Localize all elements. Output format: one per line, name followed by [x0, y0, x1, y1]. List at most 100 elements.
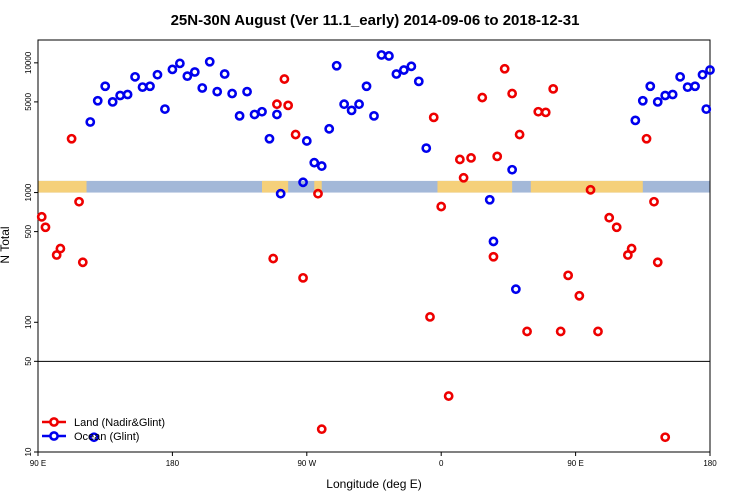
y-tick-label: 500 — [24, 224, 33, 238]
land-point — [514, 129, 525, 140]
ocean-point — [174, 58, 185, 69]
ocean-point — [272, 109, 282, 120]
ocean-point — [630, 115, 641, 126]
land-point — [585, 184, 596, 195]
land-point — [499, 63, 510, 74]
x-tick-label: 90 E — [567, 459, 583, 468]
land-point — [574, 290, 585, 301]
ocean-point — [701, 104, 712, 114]
land-point — [466, 153, 476, 163]
land-band — [314, 180, 322, 193]
ocean-point — [510, 284, 521, 295]
land-point — [626, 243, 637, 254]
ocean-point — [369, 110, 379, 121]
ocean-point — [249, 109, 260, 120]
ocean-point — [637, 95, 648, 106]
land-band — [262, 180, 289, 193]
land-point — [316, 424, 327, 435]
land-point — [425, 312, 435, 322]
ocean-point — [346, 105, 357, 116]
chart-title: 25N-30N August (Ver 11.1_early) 2014-09-… — [171, 12, 580, 29]
ocean-point — [115, 90, 126, 101]
x-tick-label: 180 — [166, 459, 180, 468]
ocean-point — [234, 110, 245, 121]
land-point — [74, 196, 84, 207]
x-tick-label: 0 — [439, 459, 444, 468]
ocean-point — [89, 432, 99, 443]
y-tick-label: 100 — [24, 315, 33, 329]
x-axis-label: Longitude (deg E) — [326, 477, 421, 491]
ocean-point — [697, 69, 708, 80]
surface-band — [38, 180, 710, 193]
ocean-point — [152, 69, 163, 80]
ocean-point — [137, 82, 148, 93]
ocean-point — [705, 65, 715, 75]
data-points — [36, 50, 715, 443]
ocean-point — [391, 69, 402, 79]
land-point — [555, 326, 566, 337]
x-tick-label: 90 E — [30, 459, 46, 468]
legend-marker-land — [49, 417, 59, 427]
legend-label-ocean: Ocean (Glint) — [74, 431, 139, 443]
ocean-point — [167, 64, 178, 75]
ocean-point — [275, 188, 286, 199]
land-point — [268, 253, 279, 264]
ocean-point — [85, 117, 96, 127]
ocean-point — [301, 136, 312, 146]
ocean-point — [324, 123, 335, 134]
ocean-point — [376, 50, 387, 60]
ocean-point — [204, 56, 215, 67]
ocean-point — [484, 194, 495, 205]
ocean-point — [227, 88, 238, 99]
ocean-point — [100, 81, 111, 92]
land-point — [428, 112, 439, 123]
land-point — [443, 391, 454, 401]
ocean-point — [507, 164, 518, 175]
land-point — [641, 133, 652, 144]
ocean-point — [122, 89, 133, 100]
land-point — [604, 212, 615, 223]
ocean-point — [488, 236, 499, 247]
land-point — [272, 99, 282, 110]
land-point — [533, 106, 544, 117]
ocean-point — [316, 161, 327, 171]
land-point — [649, 196, 659, 207]
land-point — [66, 133, 77, 144]
land-point — [488, 251, 499, 262]
legend-marker-ocean — [49, 431, 59, 441]
land-point — [563, 270, 574, 281]
land-point — [436, 201, 447, 212]
ocean-point — [257, 106, 267, 117]
y-tick-label: 50 — [24, 356, 33, 365]
ocean-point — [354, 99, 364, 110]
land-point — [313, 188, 323, 199]
legend-label-land: Land (Nadir&Glint) — [74, 417, 165, 429]
ocean-point — [331, 60, 342, 71]
ocean-point — [413, 76, 424, 87]
ocean-point — [197, 83, 208, 93]
ocean-point — [264, 133, 275, 144]
y-tick-label: 5000 — [24, 92, 33, 110]
x-axis: 90 E 180 90 W 0 90 E 180 — [30, 452, 717, 468]
ocean-point — [361, 81, 372, 92]
land-point — [36, 211, 47, 222]
ocean-point — [667, 89, 678, 100]
land-point — [279, 74, 290, 84]
land-point — [477, 92, 488, 103]
ocean-point — [219, 69, 230, 79]
land-band — [38, 180, 87, 193]
ocean-point — [682, 82, 693, 93]
ocean-point — [130, 71, 140, 82]
land-point — [77, 257, 88, 268]
land-point — [660, 432, 671, 443]
land-point — [507, 88, 518, 99]
y-tick-label: 10 — [24, 447, 33, 456]
land-point — [55, 243, 66, 254]
land-point — [290, 129, 301, 140]
ocean-point — [145, 81, 155, 92]
land-point — [652, 257, 663, 268]
ocean-point — [339, 99, 350, 110]
ocean-point — [421, 143, 432, 154]
ocean-point — [645, 81, 656, 92]
land-point — [548, 83, 559, 94]
